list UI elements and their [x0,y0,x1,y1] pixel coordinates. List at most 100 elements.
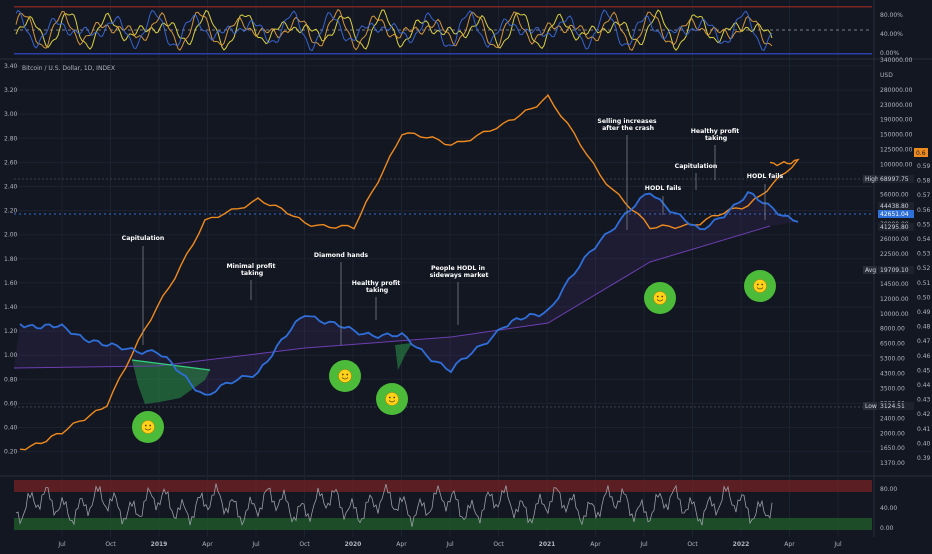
annotation-line: taking [239,270,263,277]
far-right-tick-label: 0.46 [917,353,931,360]
annotation-label: Selling increases after the crash [597,118,657,132]
annotation-line: Capitulation [122,235,165,242]
x-tick-label: Jul [833,541,842,548]
bottom-axis: 80.00 40.00 0.00 [880,486,897,532]
annotation-line: Minimal profit [227,263,276,270]
far-right-tick-label: 0.39 [917,455,931,462]
x-tick-label: Jul [445,541,454,548]
right-tick-label: 2000.00 [880,430,905,437]
smiley-face [338,369,352,383]
annotation-label: Healthy profit taking [352,280,401,294]
x-tick-label: Oct [105,541,116,548]
left-tick-label: 0.80 [4,376,18,383]
orange-indicator-line [19,93,800,451]
smiley-mouth [756,287,764,290]
right-tick-label: 6500.00 [880,341,905,348]
far-right-tick-label: 0.42 [917,411,931,418]
far-right-tick-label: 0.49 [917,309,931,316]
left-tick-label: 2.00 [4,232,18,239]
price-tag-label: Avg [865,267,876,274]
annotation-line: HODL fails [747,173,784,180]
covid-dip-fill [395,343,412,370]
annotations: Capitulation Minimal profit taking Diamond… [122,118,784,345]
bottom-overbought-band [14,480,872,492]
annotation-line: taking [364,287,388,294]
moving-average-line [13,225,771,369]
smiley-eye [656,295,659,298]
left-tick-label: 2.60 [4,159,18,166]
smiley-icon [644,282,676,314]
right-tick-label: 280000.00 [880,87,913,94]
annotation-line: Diamond hands [314,252,369,259]
top-tick-label: 80.00% [880,12,903,19]
annotation-label: Capitulation [675,163,718,170]
far-right-tick-label: 0.58 [917,178,931,185]
right-tick-label: 125000.00 [880,147,913,154]
moving-average-green-segment [131,359,211,371]
price-tag-label: High [865,176,879,183]
annotation-label: Minimal profit taking [227,263,276,277]
x-tick-label: Jul [57,541,66,548]
smiley-face [653,291,667,305]
price-tag-label: Low [865,403,877,410]
price-tag-value: 3124.51 [880,403,905,410]
bottom-oscillator [14,480,872,530]
right-tick-label: 190000.00 [880,117,913,124]
bottom-tick-label: 0.00 [880,525,894,532]
price-tag-bg [878,402,914,410]
price-ma-fill [14,192,798,395]
annotation-label: People HODL in sideways market [428,265,489,279]
price-tag-bg [878,223,914,231]
annotation-label: Capitulation [122,235,165,242]
price-line [19,191,799,396]
right-tick-label: 8000.00 [880,326,905,333]
far-right-tick-label: 0.57 [917,192,931,199]
right-tick-label: 56000.00 [880,191,909,198]
annotation-label: Healthy profit taking [691,128,740,142]
x-tick-label: Apr [396,541,407,548]
main-plot: Capitulation Minimal profit taking Diamond… [13,93,874,451]
x-axis: Jul Oct 2019 Apr Jul Oct 2020 Apr Jul Oct 2021 Apr J… [57,541,842,548]
left-axis: 3.40 3.20 3.00 2.80 2.60 2.40 2.20 2.00 1.80 1.60… [4,63,18,456]
annotation-line: HODL fails [645,185,682,192]
far-right-tick-label: 0.53 [917,251,931,258]
smiley-eye [661,295,664,298]
left-tick-label: 1.00 [4,352,18,359]
left-tick-label: 0.40 [4,425,18,432]
left-tick-label: 1.40 [4,304,18,311]
far-right-tick-label: 0.50 [917,294,931,301]
x-tick-label: Jul [251,541,260,548]
annotation-line: after the crash [600,125,654,132]
top-oscillator-line [15,9,773,52]
x-tick-label: Apr [784,541,795,548]
right-tick-label: 12000.00 [880,296,909,303]
top-oscillator-line [15,9,773,51]
x-tick-label: 2021 [539,541,556,548]
left-tick-label: 2.20 [4,208,18,215]
annotation-line: Healthy profit [691,128,740,135]
right-tick-label: 340000.00 [880,57,913,64]
top-axis: 80.00% 40.00% 0.00% [880,12,903,57]
smiley-eye [144,424,147,427]
right-tick-label: 1650.00 [880,445,905,452]
x-tick-label: Oct [299,541,310,548]
smiley-face [753,279,767,293]
right-tick-label: 4300.00 [880,371,905,378]
right-tick-label: 3500.00 [880,385,905,392]
grid [14,0,874,537]
right-tick-label: 10000.00 [880,311,909,318]
capitulation-fill [132,360,210,404]
price-tag-bg [878,266,914,274]
x-tick-label: 2020 [345,541,362,548]
price-tag-label-bg [863,175,877,183]
right-tick-label: 26000.00 [880,236,909,243]
price-tag-bg [878,210,914,218]
price-tag-label-bg [863,402,877,410]
right-tick-label: 150000.00 [880,132,913,139]
right-tick-label: 5300.00 [880,356,905,363]
price-tag-value: 41295.80 [880,224,909,231]
right-tick-label: USD [880,72,893,79]
far-right-tick-label: 0.47 [917,338,931,345]
far-right-tick-label: 0.51 [917,280,931,287]
